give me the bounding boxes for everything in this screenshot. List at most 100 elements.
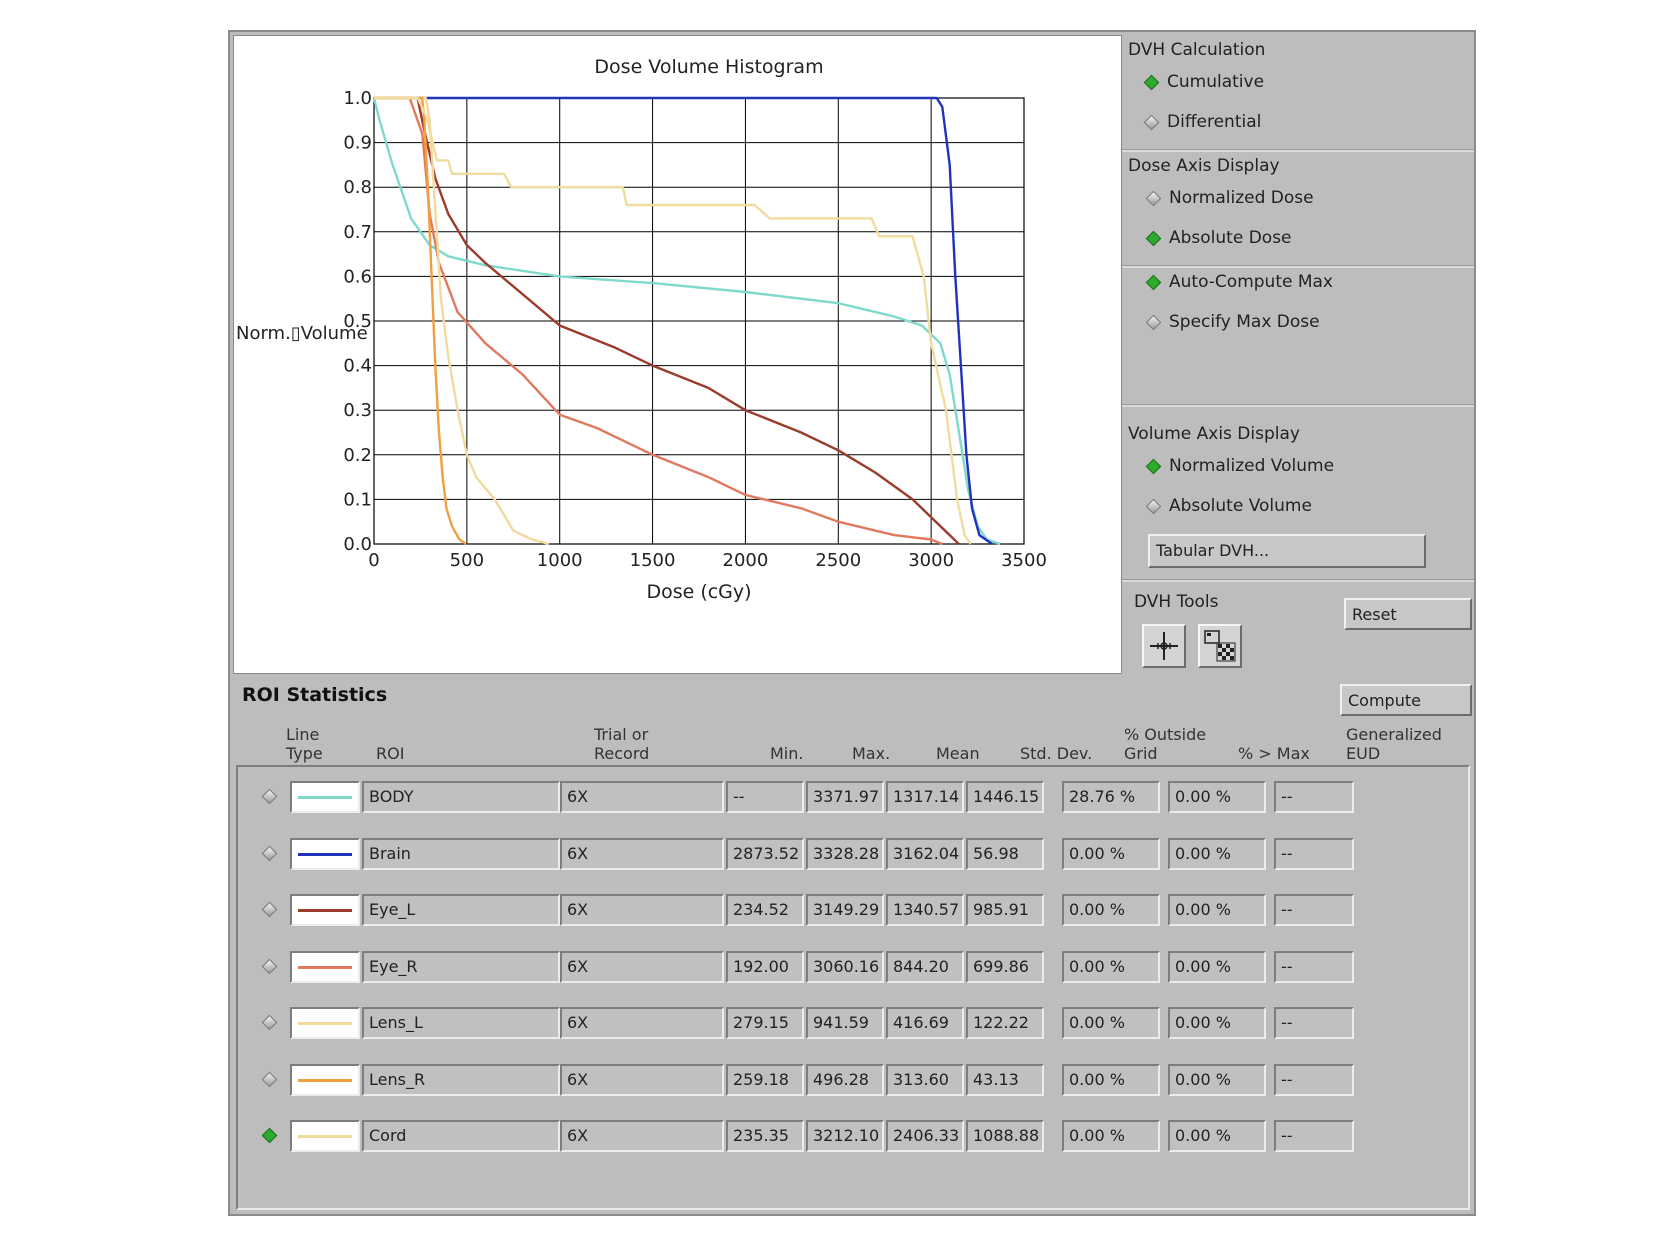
roi-table: BODY 6X -- 3371.97 1317.14 1446.15 28.76 % 0.00… <box>236 765 1470 1210</box>
reset-button[interactable]: Reset <box>1344 598 1472 630</box>
header-eud-2: EUD <box>1346 744 1381 763</box>
eud-cell: -- <box>1274 894 1354 926</box>
roi-name-cell: Eye_R <box>362 950 560 983</box>
row-select-radio[interactable] <box>261 1014 278 1031</box>
row-select-radio[interactable] <box>261 788 278 805</box>
outside-grid-cell: 28.76 % <box>1062 781 1160 813</box>
line-type-swatch[interactable] <box>290 894 360 926</box>
row-select-radio[interactable] <box>261 901 278 918</box>
auto-compute-max-label: Auto-Compute Max <box>1169 272 1333 292</box>
line-type-swatch[interactable] <box>290 950 360 983</box>
line-type-swatch[interactable] <box>290 1007 360 1039</box>
max-cell: 3149.29 <box>806 894 884 926</box>
line-type-swatch[interactable] <box>290 1063 360 1096</box>
mean-cell: 416.69 <box>886 1007 964 1039</box>
x-tick-label: 2000 <box>723 550 769 571</box>
eud-cell: -- <box>1274 1007 1354 1039</box>
min-cell: -- <box>726 781 804 813</box>
x-tick-label: 3500 <box>1001 550 1047 571</box>
pct-max-cell: 0.00 % <box>1168 950 1266 983</box>
divider <box>1122 149 1474 152</box>
trial-cell: 6X <box>560 1063 724 1096</box>
absolute-volume-label: Absolute Volume <box>1169 496 1312 516</box>
eud-cell: -- <box>1274 950 1354 983</box>
line-type-swatch[interactable] <box>290 1120 360 1152</box>
compute-button[interactable]: Compute <box>1340 684 1472 716</box>
header-outside-grid: % Outside Grid <box>1124 725 1206 763</box>
line-type-swatch[interactable] <box>290 781 360 813</box>
line-color-sample <box>298 1135 352 1138</box>
y-tick-label: 0.0 <box>343 534 372 555</box>
table-row: Eye_L 6X 234.52 3149.29 1340.57 985.91 0.00 % 0… <box>238 894 1470 928</box>
region-select-tool-button[interactable] <box>1198 624 1242 668</box>
mean-cell: 313.60 <box>886 1063 964 1096</box>
dvh-window: 0 500 1000 1500 2000 2500 3000 3500 0.0 0.1 0.2 0.3… <box>228 30 1476 1216</box>
radio-unselected-icon <box>1145 190 1162 206</box>
header-line-type-2: Type <box>286 744 323 763</box>
crosshair-tool-button[interactable] <box>1142 624 1186 668</box>
eud-cell: -- <box>1274 781 1354 813</box>
table-row: Lens_L 6X 279.15 941.59 416.69 122.22 0.00 % 0.… <box>238 1007 1470 1041</box>
row-select-radio[interactable] <box>261 845 278 861</box>
radio-unselected-icon <box>1143 114 1160 130</box>
pct-max-cell: 0.00 % <box>1168 894 1266 926</box>
row-select-radio[interactable] <box>261 1127 278 1144</box>
normalized-volume-radio[interactable]: Normalized Volume <box>1145 456 1334 476</box>
mean-cell: 844.20 <box>886 950 964 983</box>
header-max: Max. <box>852 744 891 763</box>
y-tick-label: 0.6 <box>343 266 372 287</box>
trial-cell: 6X <box>560 1007 724 1039</box>
dvh-curve-cord <box>374 96 972 545</box>
roi-name-cell: Brain <box>362 837 560 870</box>
min-cell: 235.35 <box>726 1120 804 1152</box>
cumulative-radio[interactable]: Cumulative <box>1143 72 1264 92</box>
eud-cell: -- <box>1274 837 1354 870</box>
roi-name-cell: BODY <box>362 781 560 813</box>
y-tick-label: 0.1 <box>343 489 372 510</box>
header-min: Min. <box>770 744 804 763</box>
normalized-dose-label: Normalized Dose <box>1169 188 1314 208</box>
absolute-dose-radio[interactable]: Absolute Dose <box>1145 228 1292 248</box>
absolute-volume-radio[interactable]: Absolute Volume <box>1145 496 1312 516</box>
min-cell: 2873.52 <box>726 837 804 870</box>
x-tick-label: 1500 <box>630 550 676 571</box>
trial-cell: 6X <box>560 781 724 813</box>
roi-name-cell: Lens_L <box>362 1007 560 1039</box>
x-tick-label: 2500 <box>815 550 861 571</box>
trial-cell: 6X <box>560 837 724 870</box>
normalized-dose-radio[interactable]: Normalized Dose <box>1145 188 1314 208</box>
max-cell: 3328.28 <box>806 837 884 870</box>
y-tick-label: 0.3 <box>343 400 372 421</box>
min-cell: 192.00 <box>726 950 804 983</box>
x-axis-label: Dose (cGy) <box>646 581 751 603</box>
std-dev-cell: 1446.15 <box>966 781 1044 813</box>
header-eud-1: Generalized <box>1346 725 1442 744</box>
std-dev-cell: 122.22 <box>966 1007 1044 1039</box>
table-row: Lens_R 6X 259.18 496.28 313.60 43.13 0.00 % 0.0… <box>238 1063 1470 1098</box>
checker-select-icon <box>1204 630 1236 662</box>
pct-max-cell: 0.00 % <box>1168 1007 1266 1039</box>
differential-radio[interactable]: Differential <box>1143 112 1261 132</box>
y-axis-label: Norm.▯Volume <box>236 323 368 344</box>
mean-cell: 1317.14 <box>886 781 964 813</box>
roi-name-cell: Eye_L <box>362 894 560 926</box>
header-eud: Generalized EUD <box>1346 725 1442 763</box>
row-select-radio[interactable] <box>261 1071 278 1087</box>
tabular-dvh-button[interactable]: Tabular DVH... <box>1148 534 1426 568</box>
pct-max-cell: 0.00 % <box>1168 781 1266 813</box>
specify-max-dose-radio[interactable]: Specify Max Dose <box>1145 312 1320 332</box>
trial-cell: 6X <box>560 894 724 926</box>
trial-cell: 6X <box>560 950 724 983</box>
dvh-curve-body <box>372 97 1001 546</box>
outside-grid-cell: 0.00 % <box>1062 1063 1160 1096</box>
auto-compute-max-radio[interactable]: Auto-Compute Max <box>1145 272 1333 292</box>
std-dev-cell: 985.91 <box>966 894 1044 926</box>
dvh-plot-panel: 0 500 1000 1500 2000 2500 3000 3500 0.0 0.1 0.2 0.3… <box>233 35 1122 674</box>
line-type-swatch[interactable] <box>290 837 360 870</box>
pct-max-cell: 0.00 % <box>1168 837 1266 870</box>
y-tick-label: 0.2 <box>343 445 372 466</box>
header-trial: Trial or Record <box>594 725 649 763</box>
y-tick-label: 0.5 <box>343 311 372 332</box>
min-cell: 234.52 <box>726 894 804 926</box>
row-select-radio[interactable] <box>261 958 278 974</box>
